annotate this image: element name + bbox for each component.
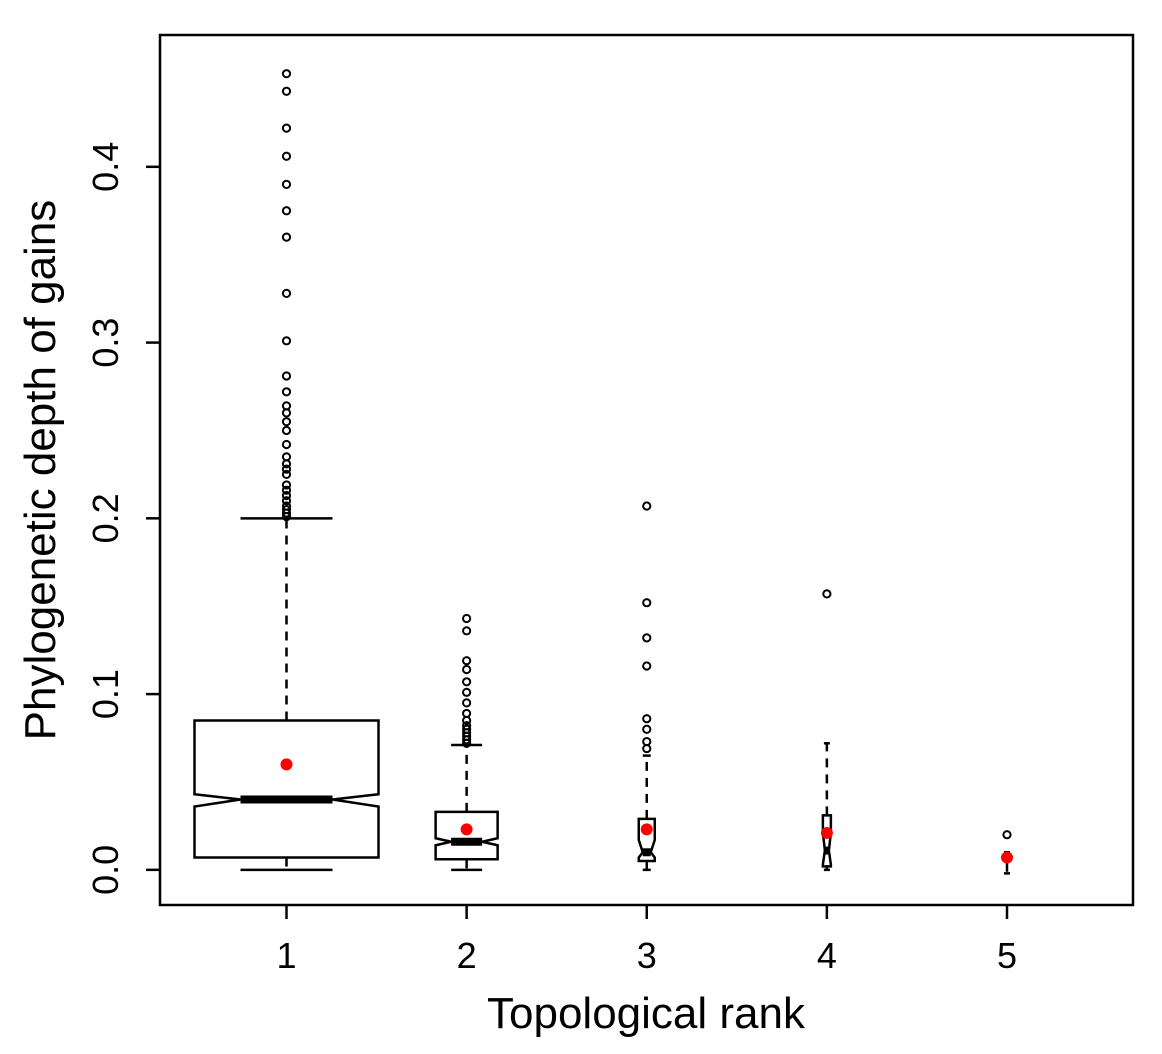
outlier-point: [281, 464, 292, 474]
outlier-point: [462, 656, 472, 666]
notched-box: [434, 810, 499, 861]
outlier-point: [281, 439, 292, 450]
box-2: [434, 613, 499, 872]
outlier-point: [281, 179, 292, 189]
outlier-point: [281, 336, 292, 346]
outlier-point: [281, 469, 292, 479]
outlier-point: [462, 677, 472, 687]
y-tick-label: 0.2: [85, 493, 126, 543]
notched-box: [821, 814, 833, 868]
mean-point: [280, 758, 293, 771]
outlier-point: [281, 69, 292, 79]
outlier-point: [281, 485, 292, 495]
outlier-point: [281, 408, 292, 418]
y-tick-label: 0.1: [85, 669, 126, 719]
mean-point: [820, 826, 833, 839]
outlier-point: [822, 589, 832, 599]
outlier-point: [642, 598, 652, 608]
outlier-point: [1002, 830, 1012, 840]
outlier-point: [281, 206, 292, 216]
outlier-point: [462, 738, 472, 748]
outlier-point: [281, 151, 292, 161]
outlier-point: [642, 714, 652, 724]
x-axis-title: Topological rank: [487, 989, 806, 1038]
outlier-point: [642, 743, 652, 754]
mean-point: [640, 823, 653, 836]
outlier-point: [462, 698, 472, 708]
y-tick-label: 0.0: [85, 845, 126, 895]
box-4: [820, 589, 833, 872]
outlier-point: [281, 288, 292, 298]
y-tick-label: 0.4: [85, 142, 126, 192]
y-axis: 0.0 0.1 0.2 0.3 0.4: [85, 142, 160, 895]
y-axis-title: Phylogenetic depth of gains: [16, 200, 65, 741]
outlier-point: [462, 613, 472, 624]
outlier-point: [642, 501, 652, 511]
outlier-point: [642, 633, 652, 643]
box-series: [193, 69, 1013, 875]
outlier-point: [281, 417, 292, 427]
outlier-point: [281, 496, 292, 506]
outlier-point: [281, 459, 292, 469]
box-3: [637, 501, 656, 872]
x-tick-label: 2: [457, 935, 477, 976]
outlier-point: [462, 664, 472, 675]
outlier-point: [462, 626, 472, 636]
notched-box: [193, 719, 380, 859]
outlier-point: [462, 715, 472, 726]
mean-point: [460, 823, 473, 836]
x-axis: 1 2 3 4 5: [276, 905, 1017, 976]
outlier-point: [462, 735, 472, 745]
outlier-point: [281, 508, 292, 518]
y-tick-label: 0.3: [85, 318, 126, 368]
box-1: [193, 69, 380, 872]
outlier-point: [281, 480, 292, 490]
outlier-point: [281, 387, 292, 397]
outlier-point: [281, 425, 292, 436]
box-5: [1001, 830, 1013, 875]
outlier-point: [281, 511, 292, 522]
outlier-point: [281, 490, 292, 501]
outlier-point: [281, 123, 292, 133]
outlier-point: [462, 687, 472, 697]
outlier-point: [281, 371, 292, 381]
x-tick-label: 3: [637, 935, 657, 976]
x-tick-label: 5: [997, 935, 1017, 976]
mean-point: [1001, 851, 1013, 864]
outlier-point: [281, 232, 292, 242]
x-tick-label: 1: [276, 935, 296, 976]
outlier-point: [642, 724, 652, 734]
x-tick-label: 4: [817, 935, 837, 976]
outlier-point: [642, 661, 652, 671]
outlier-point: [281, 86, 292, 96]
